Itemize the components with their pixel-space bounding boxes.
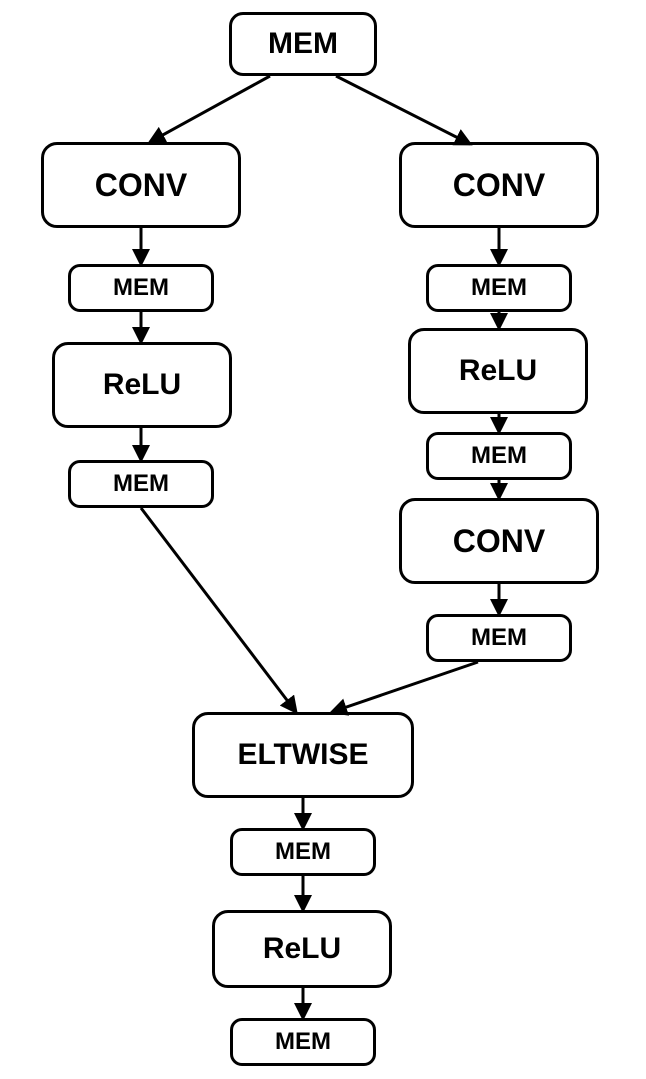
node-label-memE: MEM bbox=[275, 838, 331, 866]
node-label-reluL: ReLU bbox=[103, 368, 181, 402]
edge-memR3-eltwise bbox=[332, 662, 478, 712]
node-label-memR3: MEM bbox=[471, 624, 527, 652]
node-label-reluE: ReLU bbox=[263, 932, 341, 966]
node-mem0: MEM bbox=[229, 12, 377, 76]
node-reluR: ReLU bbox=[408, 328, 588, 414]
node-reluL: ReLU bbox=[52, 342, 232, 428]
node-memF: MEM bbox=[230, 1018, 376, 1066]
node-memL1: MEM bbox=[68, 264, 214, 312]
node-label-eltwise: ELTWISE bbox=[237, 738, 368, 772]
node-label-convR2: CONV bbox=[453, 523, 545, 560]
node-label-memF: MEM bbox=[275, 1028, 331, 1056]
edge-mem0-convL bbox=[150, 76, 270, 142]
edge-mem0-convR1 bbox=[336, 76, 470, 144]
node-label-reluR: ReLU bbox=[459, 354, 537, 388]
node-memL2: MEM bbox=[68, 460, 214, 508]
node-label-convR1: CONV bbox=[453, 167, 545, 204]
node-memR1: MEM bbox=[426, 264, 572, 312]
node-label-memL1: MEM bbox=[113, 274, 169, 302]
node-reluE: ReLU bbox=[212, 910, 392, 988]
node-label-memR2: MEM bbox=[471, 442, 527, 470]
node-label-convL: CONV bbox=[95, 167, 187, 204]
edge-memL2-eltwise bbox=[141, 508, 296, 712]
node-label-memL2: MEM bbox=[113, 470, 169, 498]
node-memE: MEM bbox=[230, 828, 376, 876]
node-label-memR1: MEM bbox=[471, 274, 527, 302]
node-convR1: CONV bbox=[399, 142, 599, 228]
node-memR3: MEM bbox=[426, 614, 572, 662]
node-eltwise: ELTWISE bbox=[192, 712, 414, 798]
node-label-mem0: MEM bbox=[268, 27, 338, 61]
node-convL: CONV bbox=[41, 142, 241, 228]
node-convR2: CONV bbox=[399, 498, 599, 584]
node-memR2: MEM bbox=[426, 432, 572, 480]
